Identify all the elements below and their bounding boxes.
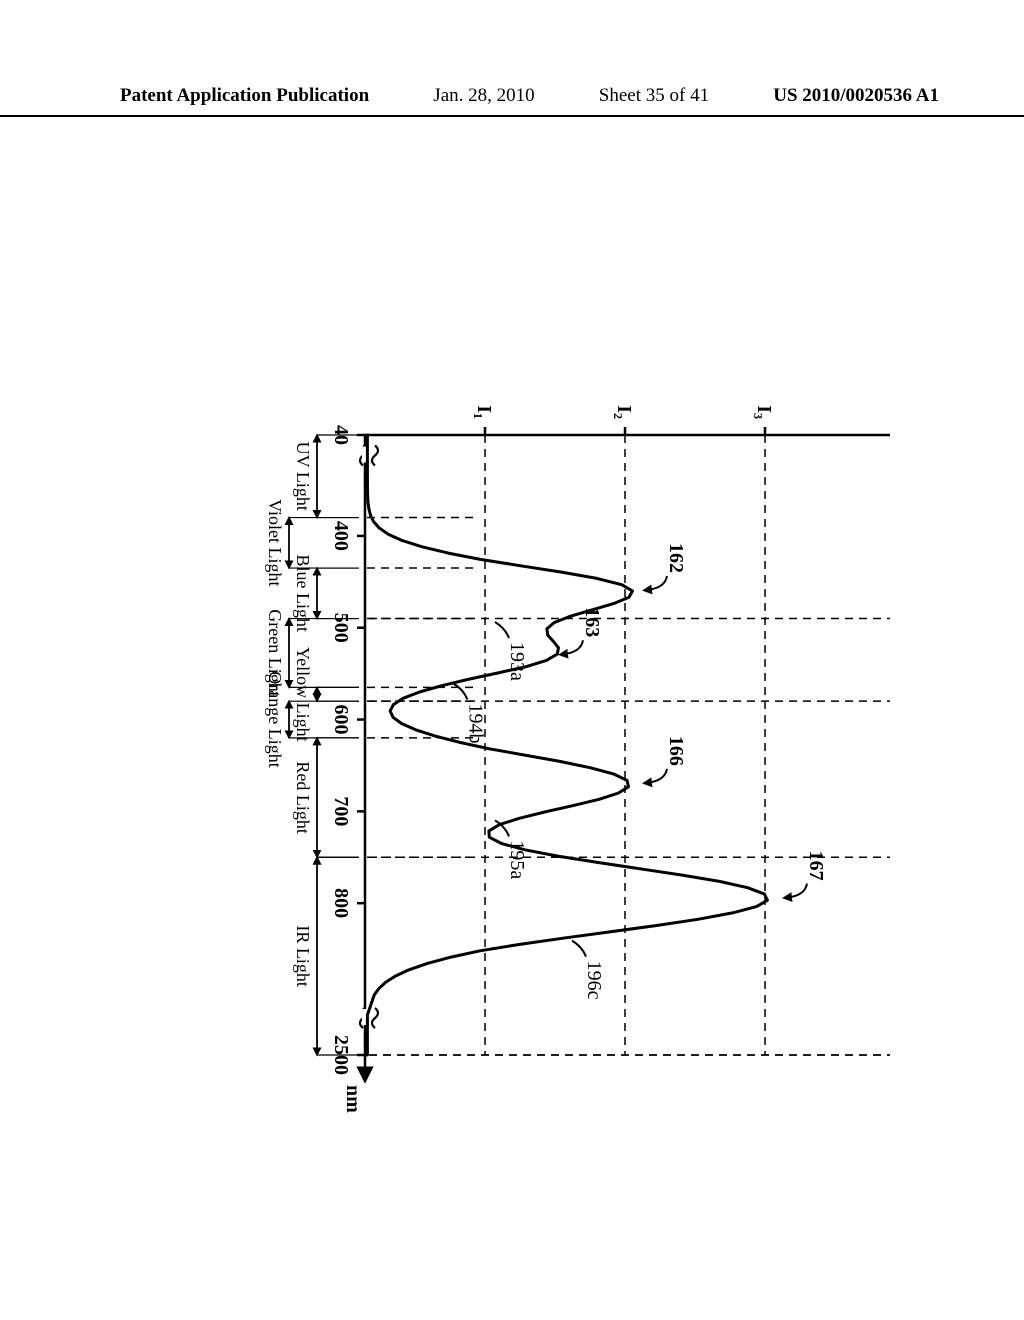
band-label: IR Light — [293, 925, 313, 987]
peak-curve-label: 195a — [506, 840, 528, 879]
page-header: Patent Application Publication Jan. 28, … — [0, 85, 1024, 117]
x-axis-unit: nm — [342, 1085, 364, 1113]
y-tick-label: I₂ — [613, 405, 635, 419]
x-tick-label: 600 — [330, 705, 352, 735]
peak-ref-label: 167 — [805, 851, 827, 881]
publication-date: Jan. 28, 2010 — [433, 85, 534, 107]
sheet-number: Sheet 35 of 41 — [599, 85, 709, 107]
peak-ref-label: 166 — [665, 736, 687, 766]
peak-ref-label: 162 — [665, 543, 687, 573]
peak-curve-label: 194b — [464, 704, 486, 744]
peak-curve-label: 193a — [506, 642, 528, 681]
x-tick-label: 400 — [330, 521, 352, 551]
publication-label: Patent Application Publication — [120, 85, 369, 107]
figure-9b: I₁I₂I₃I₄Intensity404005006007008002500nm… — [130, 180, 890, 1210]
x-tick-label: 500 — [330, 613, 352, 643]
band-label: Yellow Light — [293, 647, 313, 742]
band-label: UV Light — [293, 442, 313, 511]
x-tick-label: 700 — [330, 796, 352, 826]
y-tick-label: I₃ — [753, 405, 775, 419]
peak-curve-label: 196c — [583, 961, 605, 1000]
peak-ref-label: 163 — [581, 607, 603, 637]
spectrum-chart: I₁I₂I₃I₄Intensity404005006007008002500nm… — [130, 180, 890, 1210]
spectrum-curve — [367, 435, 767, 1055]
band-label: Violet Light — [265, 499, 285, 586]
x-tick-label: 800 — [330, 888, 352, 918]
band-label: Red Light — [293, 761, 313, 834]
y-tick-label: I₁ — [473, 405, 495, 419]
band-label: Blue Light — [293, 555, 313, 633]
band-label: Orange Light — [265, 671, 285, 767]
publication-number: US 2010/0020536 A1 — [773, 85, 939, 107]
